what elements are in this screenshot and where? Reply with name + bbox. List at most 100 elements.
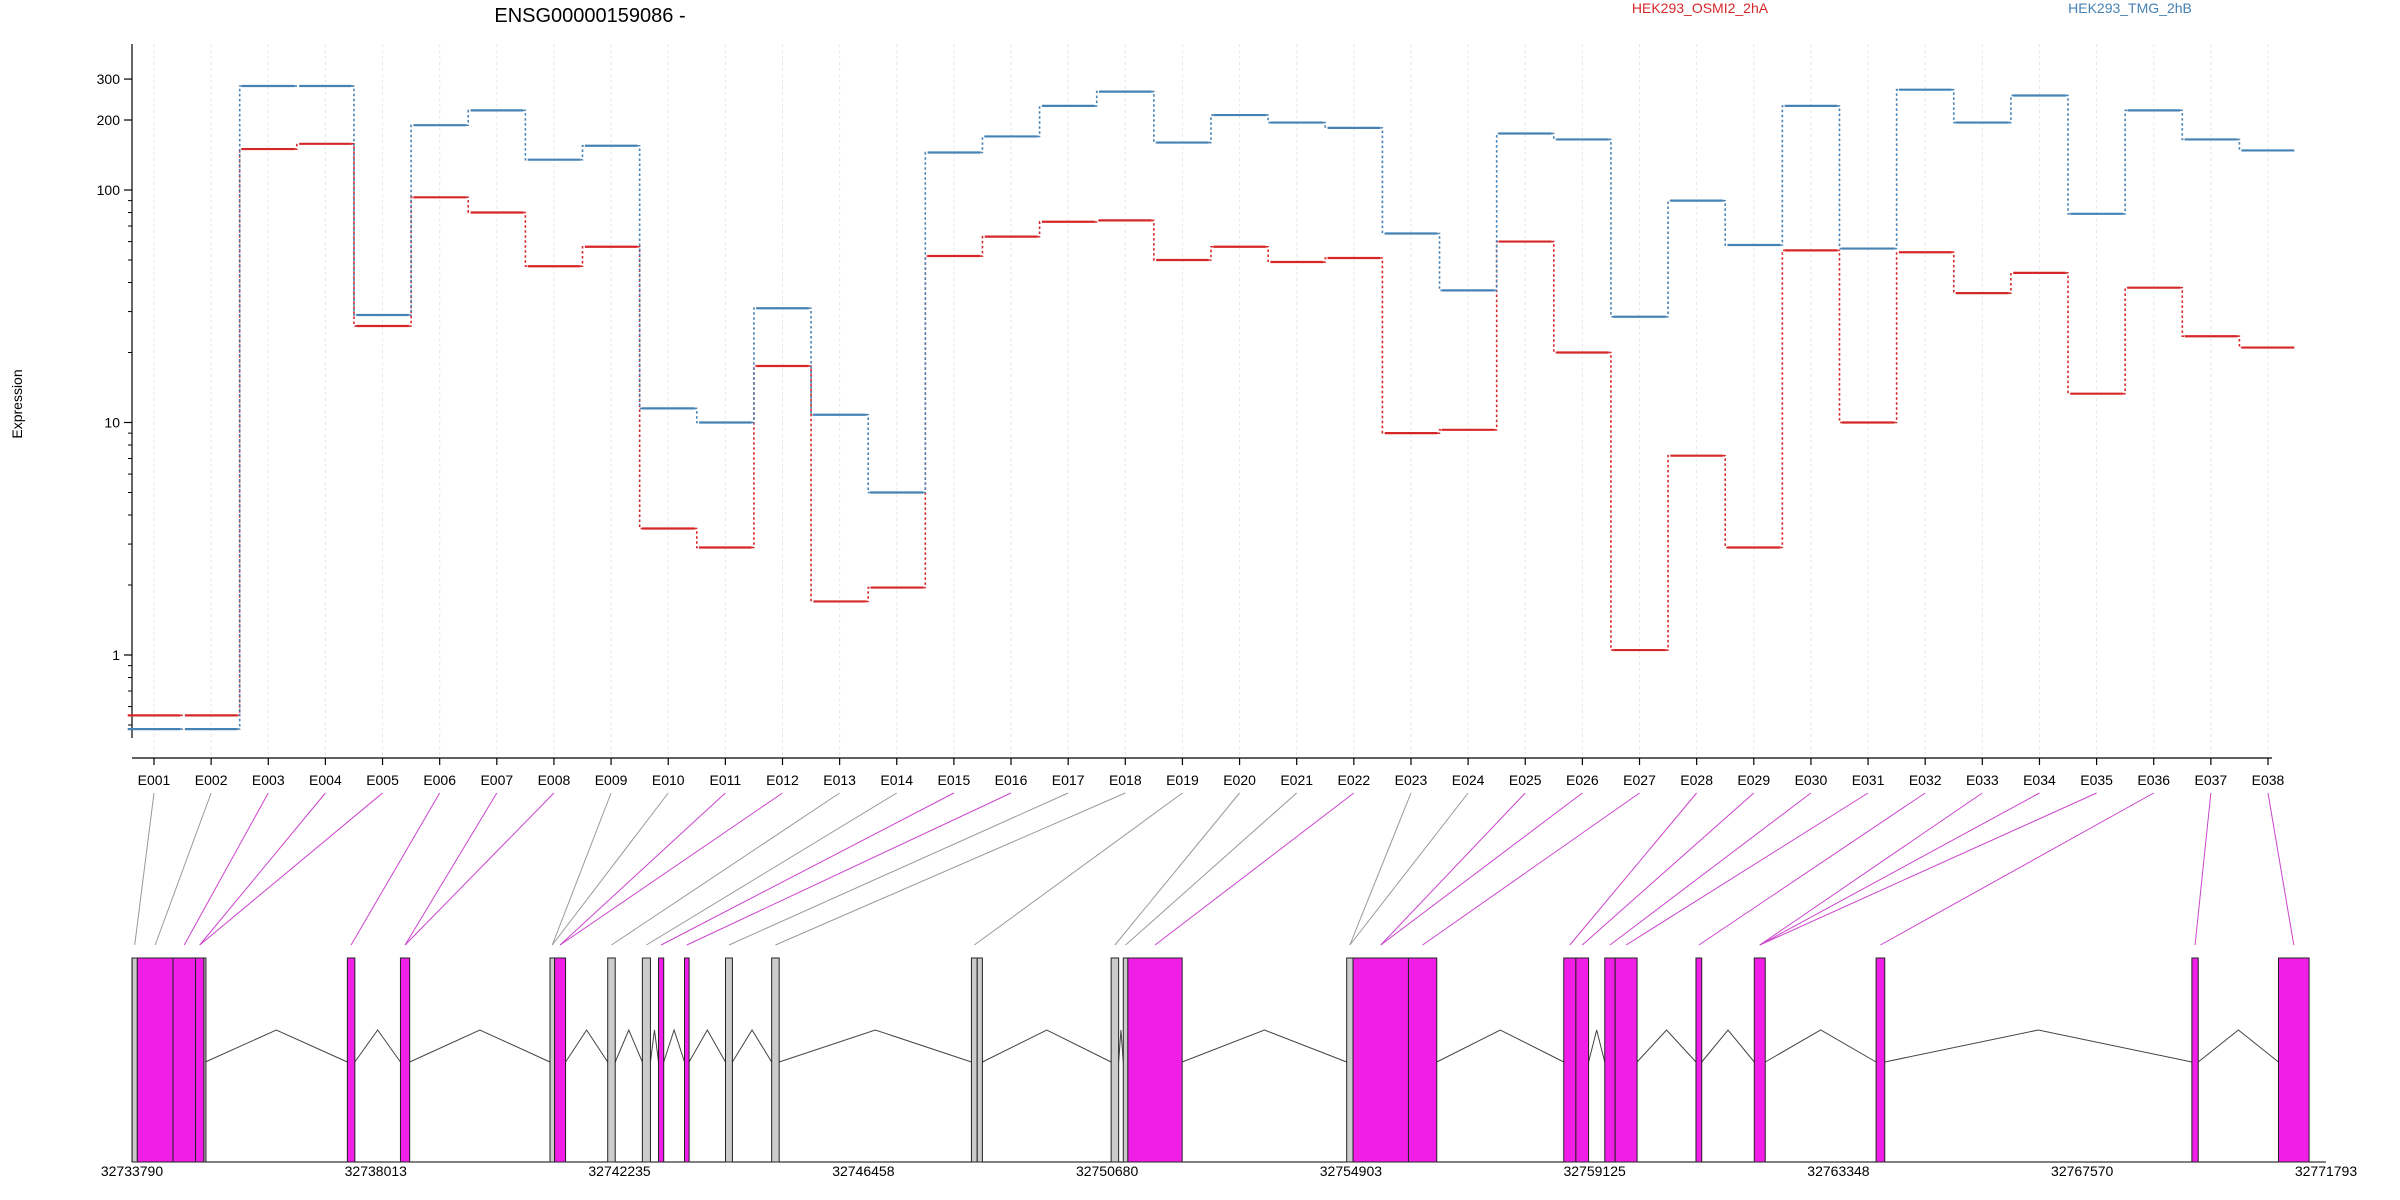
exon-box-E014 bbox=[724, 957, 733, 1163]
x-tick-label-E025: E025 bbox=[1509, 772, 1542, 788]
exon-link-E013 bbox=[611, 792, 840, 946]
series-2-step-E009 bbox=[637, 144, 642, 410]
exon-link-E020 bbox=[1114, 792, 1240, 946]
series-2-step-E028 bbox=[1722, 199, 1728, 246]
series-2-step-E015 bbox=[980, 135, 985, 154]
genome-tick-label: 32746458 bbox=[832, 1163, 895, 1179]
x-tick-label-E021: E021 bbox=[1280, 772, 1313, 788]
series-1-step-E007 bbox=[523, 211, 528, 268]
gene-model-layer: 32733790 32738013 32742235 32746458 32750680… bbox=[101, 957, 2357, 1179]
x-tick-label-E023: E023 bbox=[1395, 772, 1428, 788]
genome-tick-label: 32767570 bbox=[2051, 1163, 2114, 1179]
genome-tick-label: 32754903 bbox=[1320, 1163, 1383, 1179]
exon-link-E004 bbox=[199, 792, 326, 946]
series-2-step-E005 bbox=[408, 124, 414, 316]
exon-link-E009 bbox=[551, 792, 612, 946]
series-2-step-E011 bbox=[751, 307, 757, 424]
exon-link-E025 bbox=[1380, 792, 1526, 946]
exon-link-E029 bbox=[1581, 792, 1755, 946]
series-2-step-E013 bbox=[865, 413, 871, 494]
exon-box-E015 bbox=[771, 957, 780, 1163]
exon-box-E006 bbox=[346, 957, 356, 1163]
series-2-step-E037 bbox=[2237, 138, 2242, 152]
series-1-step-E004 bbox=[351, 143, 357, 327]
exon-box-E001 bbox=[131, 957, 138, 1163]
series-1-step-E027 bbox=[1665, 454, 1671, 651]
series-1-step-E008 bbox=[580, 245, 585, 268]
exon-box-E031 bbox=[2191, 957, 2199, 1163]
series-2-step-E006 bbox=[465, 109, 471, 126]
series-1-step-E033 bbox=[2008, 272, 2014, 294]
intron-E007 bbox=[409, 1029, 551, 1063]
series-1-step-E016 bbox=[1037, 220, 1042, 238]
x-tick-label-E028: E028 bbox=[1680, 772, 1713, 788]
series-2-step-E016 bbox=[1037, 105, 1042, 138]
x-tick-label-E005: E005 bbox=[366, 772, 399, 788]
x-tick-label-E004: E004 bbox=[309, 772, 342, 788]
exon-link-E005 bbox=[199, 792, 383, 946]
series-1-step-E036 bbox=[2180, 286, 2185, 338]
exon-link-E034 bbox=[1759, 792, 2040, 946]
series-1-step-E021 bbox=[1322, 257, 1328, 263]
genome-tick-label: 32759125 bbox=[1563, 1163, 1626, 1179]
axes-layer: 1 10 100 200 300 E001 E002 E003 E004 E005 E006 E007… bbox=[97, 44, 2285, 788]
genome-tick-label: 32750680 bbox=[1076, 1163, 1139, 1179]
exon-link-E023 bbox=[1349, 792, 1412, 946]
x-tick-label-E014: E014 bbox=[880, 772, 913, 788]
x-tick-label-E019: E019 bbox=[1166, 772, 1199, 788]
x-tick-label-E032: E032 bbox=[1909, 772, 1942, 788]
exon-box-E007 bbox=[399, 957, 411, 1163]
x-tick-label-E003: E003 bbox=[252, 772, 285, 788]
series-1-step-E012 bbox=[808, 365, 814, 603]
x-tick-label-E010: E010 bbox=[652, 772, 685, 788]
series-1-step-E035 bbox=[2122, 286, 2128, 395]
x-tick-label-E006: E006 bbox=[423, 772, 456, 788]
series-1-step-E032 bbox=[1951, 251, 1957, 294]
intron-E014 bbox=[731, 1029, 773, 1063]
x-tick-label-E008: E008 bbox=[538, 772, 571, 788]
series-2-step-E017 bbox=[1094, 90, 1100, 107]
series-1-step-E011 bbox=[751, 365, 757, 549]
x-tick-label-E017: E017 bbox=[1052, 772, 1085, 788]
legend-series-2: HEK293_TMG_2hB bbox=[2068, 0, 2192, 16]
exon-box-E030 bbox=[1875, 957, 1886, 1163]
exon-box-E028 bbox=[1695, 957, 1703, 1163]
exon-link-E033 bbox=[1759, 792, 1983, 946]
series-2-step-E023 bbox=[1437, 232, 1442, 292]
x-tick-label-E015: E015 bbox=[938, 772, 971, 788]
exon-link-E007 bbox=[404, 792, 498, 946]
exon-box-E012 bbox=[658, 957, 665, 1163]
series-2-step-E008 bbox=[580, 144, 585, 161]
genome-tick-label: 32763348 bbox=[1807, 1163, 1870, 1179]
series-1-step-E023 bbox=[1437, 429, 1442, 434]
exon-link-E037 bbox=[2194, 792, 2212, 946]
exon-box-E027 bbox=[1614, 957, 1638, 1163]
x-tick-label-E022: E022 bbox=[1337, 772, 1370, 788]
intron-E010 bbox=[614, 1028, 643, 1063]
series-1-step-E028 bbox=[1722, 454, 1728, 549]
series-1-step-E034 bbox=[2065, 272, 2071, 395]
series-2-step-E020 bbox=[1265, 114, 1271, 124]
intron-E009 bbox=[565, 1029, 609, 1063]
series-1-step-E020 bbox=[1265, 245, 1271, 263]
exon-box-E024 bbox=[1563, 957, 1577, 1163]
intron-E012 bbox=[663, 1028, 685, 1063]
x-tick-label-E007: E007 bbox=[480, 772, 513, 788]
series-2-step-E030 bbox=[1837, 105, 1842, 250]
x-tick-label-E026: E026 bbox=[1566, 772, 1599, 788]
series-2-step-E033 bbox=[2008, 94, 2014, 124]
exon-link-E022 bbox=[1154, 792, 1355, 946]
series-1-step-E019 bbox=[1208, 245, 1214, 261]
x-tick-label-E031: E031 bbox=[1852, 772, 1885, 788]
intron-E031 bbox=[2197, 1029, 2279, 1063]
series-1-step-E018 bbox=[1151, 219, 1157, 261]
x-tick-label-E034: E034 bbox=[2023, 772, 2056, 788]
x-tick-label-E018: E018 bbox=[1109, 772, 1142, 788]
series-1-step-E029 bbox=[1780, 249, 1785, 549]
exon-box-E023 bbox=[1407, 957, 1438, 1163]
series-2-step-E014 bbox=[923, 151, 928, 494]
exon-box-E021 bbox=[1346, 957, 1354, 1163]
exon-box-E019 bbox=[1122, 957, 1129, 1163]
y-tick-label: 1 bbox=[112, 647, 120, 663]
